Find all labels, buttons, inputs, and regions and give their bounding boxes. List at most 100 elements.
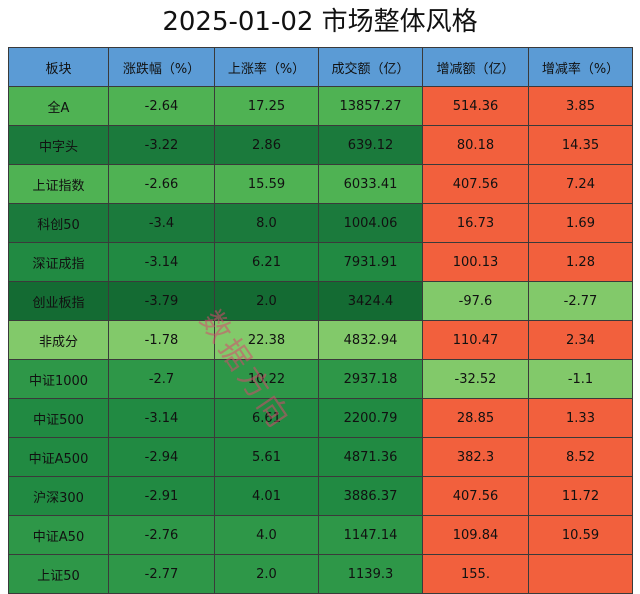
cell-sector: 全A [8, 86, 109, 126]
cell-turnover: 3424.4 [318, 281, 423, 321]
col-header-up-rate: 上涨率（%） [214, 47, 319, 87]
table-row: 上证50 -2.77 2.0 1139.3 155. [8, 554, 633, 594]
cell-change: -2.66 [108, 164, 215, 204]
cell-delta-rate: 8.52 [528, 437, 633, 477]
cell-delta-rate: 10.59 [528, 515, 633, 555]
cell-change: -2.77 [108, 554, 215, 594]
cell-turnover: 7931.91 [318, 242, 423, 282]
cell-delta: 110.47 [422, 320, 529, 360]
cell-delta: 407.56 [422, 164, 529, 204]
cell-sector: 中证500 [8, 398, 109, 438]
table-row: 中证A50 -2.76 4.0 1147.14 109.84 10.59 [8, 515, 633, 555]
col-header-delta-rate: 增减率（%） [528, 47, 633, 87]
cell-up-rate: 2.0 [214, 554, 319, 594]
table-row: 深证成指 -3.14 6.21 7931.91 100.13 1.28 [8, 242, 633, 282]
cell-sector: 中证A50 [8, 515, 109, 555]
cell-sector: 创业板指 [8, 281, 109, 321]
cell-change: -2.7 [108, 359, 215, 399]
cell-change: -3.14 [108, 242, 215, 282]
table-row: 科创50 -3.4 8.0 1004.06 16.73 1.69 [8, 203, 633, 243]
cell-delta-rate: 11.72 [528, 476, 633, 516]
cell-turnover: 1147.14 [318, 515, 423, 555]
table-row: 全A -2.64 17.25 13857.27 514.36 3.85 [8, 86, 633, 126]
table-row: 中证1000 -2.7 10.22 2937.18 -32.52 -1.1 [8, 359, 633, 399]
market-style-table: 板块 涨跌幅（%） 上涨率（%） 成交额（亿） 增减额（亿） 增减率（%） 全A… [8, 47, 633, 594]
cell-up-rate: 5.61 [214, 437, 319, 477]
cell-delta-rate: 2.34 [528, 320, 633, 360]
table-row: 中证A500 -2.94 5.61 4871.36 382.3 8.52 [8, 437, 633, 477]
cell-sector: 非成分 [8, 320, 109, 360]
cell-turnover: 4832.94 [318, 320, 423, 360]
table-row: 中字头 -3.22 2.86 639.12 80.18 14.35 [8, 125, 633, 165]
cell-sector: 上证50 [8, 554, 109, 594]
col-header-sector: 板块 [8, 47, 109, 87]
cell-change: -1.78 [108, 320, 215, 360]
table-row: 上证指数 -2.66 15.59 6033.41 407.56 7.24 [8, 164, 633, 204]
cell-delta-rate: 3.85 [528, 86, 633, 126]
cell-up-rate: 2.86 [214, 125, 319, 165]
cell-up-rate: 8.0 [214, 203, 319, 243]
cell-change: -2.91 [108, 476, 215, 516]
cell-up-rate: 6.21 [214, 242, 319, 282]
cell-delta: 109.84 [422, 515, 529, 555]
cell-change: -3.22 [108, 125, 215, 165]
cell-change: -3.79 [108, 281, 215, 321]
table-row: 中证500 -3.14 6.61 2200.79 28.85 1.33 [8, 398, 633, 438]
cell-delta: 514.36 [422, 86, 529, 126]
cell-delta-rate: 1.69 [528, 203, 633, 243]
cell-delta: 16.73 [422, 203, 529, 243]
cell-up-rate: 2.0 [214, 281, 319, 321]
cell-delta: 407.56 [422, 476, 529, 516]
cell-delta-rate: 1.28 [528, 242, 633, 282]
cell-delta-rate: 1.33 [528, 398, 633, 438]
table-row: 非成分 -1.78 22.38 4832.94 110.47 2.34 [8, 320, 633, 360]
cell-up-rate: 15.59 [214, 164, 319, 204]
cell-delta: -97.6 [422, 281, 529, 321]
cell-delta-rate: -1.1 [528, 359, 633, 399]
cell-change: -2.76 [108, 515, 215, 555]
col-header-change: 涨跌幅（%） [108, 47, 215, 87]
cell-delta-rate: 14.35 [528, 125, 633, 165]
cell-delta: 382.3 [422, 437, 529, 477]
cell-turnover: 6033.41 [318, 164, 423, 204]
cell-delta-rate [528, 554, 633, 594]
header-row: 板块 涨跌幅（%） 上涨率（%） 成交额（亿） 增减额（亿） 增减率（%） [8, 47, 633, 87]
cell-turnover: 4871.36 [318, 437, 423, 477]
cell-delta: 28.85 [422, 398, 529, 438]
cell-turnover: 2200.79 [318, 398, 423, 438]
cell-delta: 100.13 [422, 242, 529, 282]
cell-sector: 深证成指 [8, 242, 109, 282]
page-title: 2025-01-02 市场整体风格 [162, 7, 478, 37]
cell-up-rate: 4.01 [214, 476, 319, 516]
cell-up-rate: 4.0 [214, 515, 319, 555]
cell-sector: 中字头 [8, 125, 109, 165]
cell-up-rate: 6.61 [214, 398, 319, 438]
table-body: 全A -2.64 17.25 13857.27 514.36 3.85 中字头 … [8, 86, 633, 594]
cell-change: -3.4 [108, 203, 215, 243]
cell-sector: 中证A500 [8, 437, 109, 477]
cell-delta: -32.52 [422, 359, 529, 399]
cell-sector: 上证指数 [8, 164, 109, 204]
cell-change: -2.64 [108, 86, 215, 126]
cell-turnover: 2937.18 [318, 359, 423, 399]
cell-delta: 155. [422, 554, 529, 594]
cell-turnover: 639.12 [318, 125, 423, 165]
cell-up-rate: 10.22 [214, 359, 319, 399]
table-row: 沪深300 -2.91 4.01 3886.37 407.56 11.72 [8, 476, 633, 516]
cell-sector: 科创50 [8, 203, 109, 243]
cell-up-rate: 22.38 [214, 320, 319, 360]
cell-delta-rate: -2.77 [528, 281, 633, 321]
cell-turnover: 3886.37 [318, 476, 423, 516]
cell-delta-rate: 7.24 [528, 164, 633, 204]
cell-up-rate: 17.25 [214, 86, 319, 126]
col-header-turnover: 成交额（亿） [318, 47, 423, 87]
cell-change: -3.14 [108, 398, 215, 438]
cell-delta: 80.18 [422, 125, 529, 165]
cell-sector: 中证1000 [8, 359, 109, 399]
cell-change: -2.94 [108, 437, 215, 477]
table-row: 创业板指 -3.79 2.0 3424.4 -97.6 -2.77 [8, 281, 633, 321]
cell-turnover: 1004.06 [318, 203, 423, 243]
cell-turnover: 13857.27 [318, 86, 423, 126]
cell-turnover: 1139.3 [318, 554, 423, 594]
col-header-delta: 增减额（亿） [422, 47, 529, 87]
